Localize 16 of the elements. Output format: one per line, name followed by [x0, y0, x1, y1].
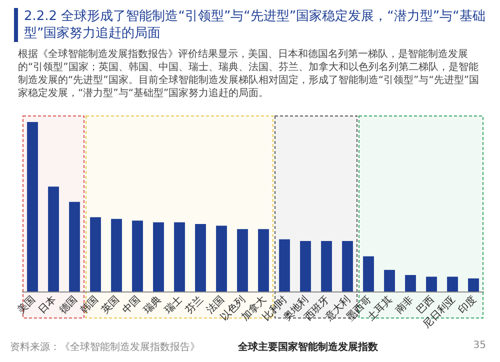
x-tick-label: 瑞士 [162, 294, 185, 316]
x-tick-label: 韩国 [78, 294, 101, 316]
x-tick-label: 日本 [36, 294, 59, 316]
annotation: 资料来源：《全球智能制造发展指数报告》 [10, 340, 200, 354]
x-tick-label: 南非 [392, 294, 416, 316]
x-tick-label: 中国 [120, 294, 143, 316]
x-tick-label: 德国 [58, 294, 80, 316]
x-tick-label: 美国 [14, 294, 38, 316]
x-tick-label: 印度 [456, 294, 479, 316]
x-tick-label: 芬兰 [182, 294, 206, 316]
x-tick-label: 瑞典 [140, 294, 164, 316]
subtitle: 根据《全球智能制造发展指数报告》评价结果显示，美国、日本和德国名列第一梯队，是智能制造发展的“引领型”国家；英国、韩国、中国、瑞士、瑞典、法国、芬兰、加拿大和以色列名列第二梯队，是智能制造发展的“先进型”国家。目前全球智能制造发展梯队相对固定，形成了智能制造“引领型”与“先进型”国家稳定发展，“潜力型”与“基础型”国家努力追赶的局面。 [18, 48, 480, 100]
xlabel: 全球主要国家智能制造发展指数 [238, 340, 378, 354]
x-tick-label: 英国 [98, 294, 122, 316]
title: 2.2.2 全球形成了智能制造“引领型”与“先进型”国家稳定发展，“潜力型”与“基础型”国家努力追赶的局面 [14, 8, 494, 42]
annotation: 35 [473, 340, 486, 351]
